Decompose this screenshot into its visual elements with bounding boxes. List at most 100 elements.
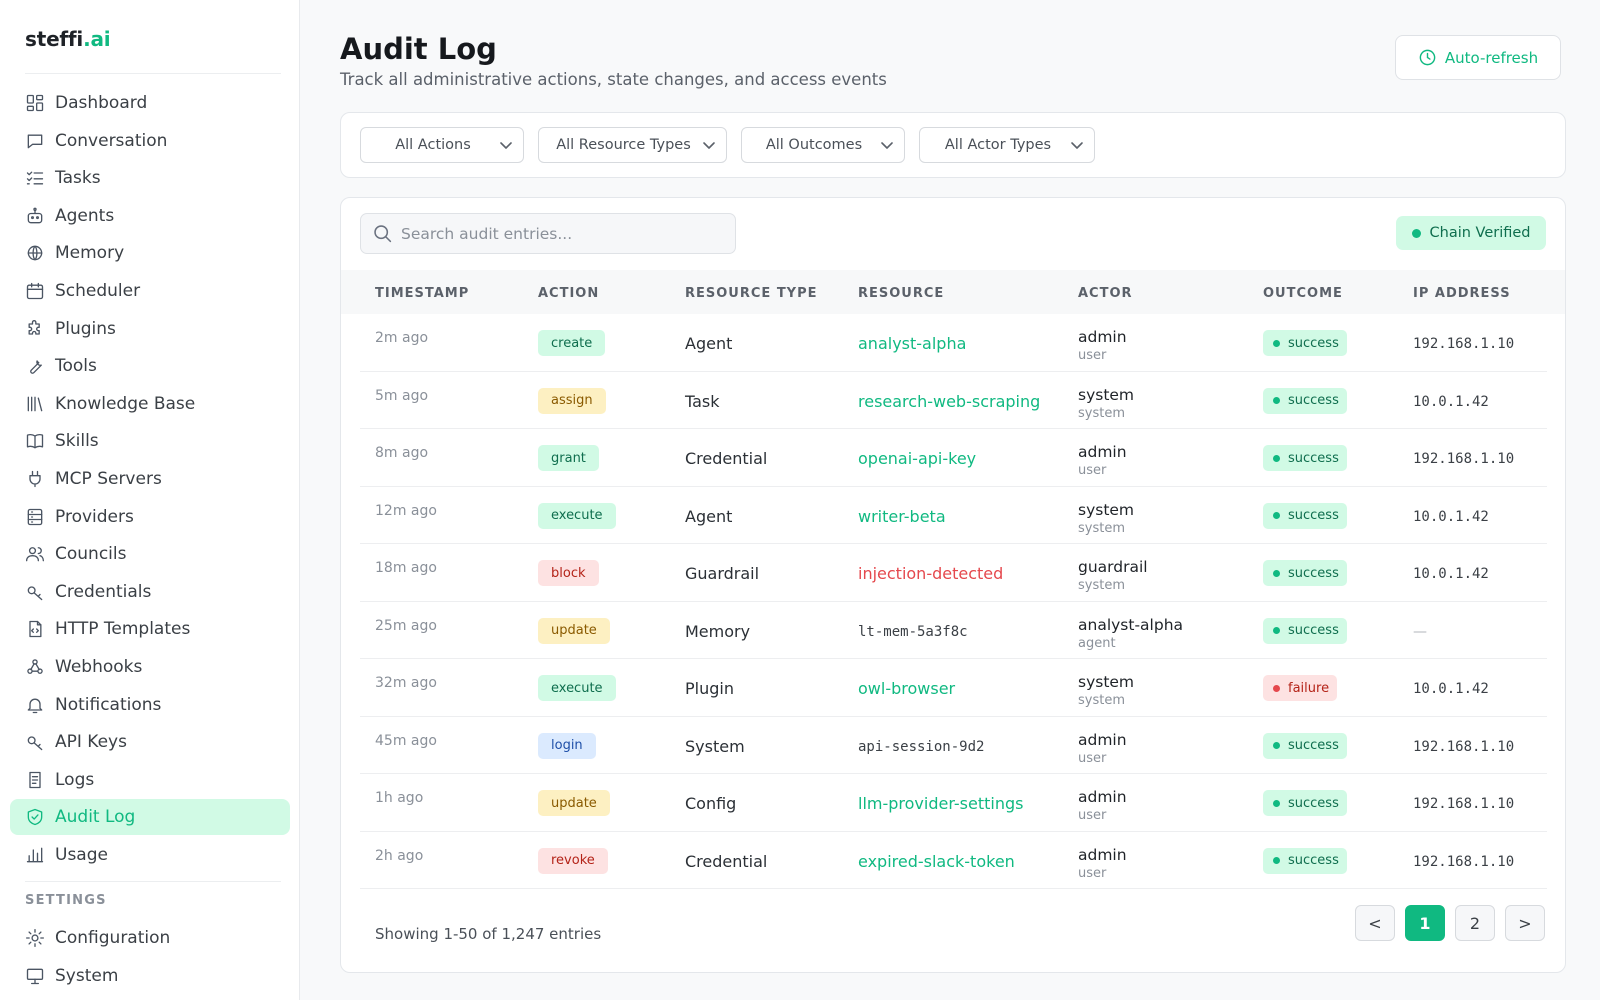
- sidebar-item-scheduler[interactable]: Scheduler: [10, 273, 290, 309]
- actor-cell: guardrail system: [1078, 558, 1148, 593]
- sidebar-item-agents[interactable]: Agents: [10, 198, 290, 234]
- resource-type-cell: Credential: [685, 851, 768, 871]
- brain-icon: [25, 243, 45, 263]
- sidebar-item-webhooks[interactable]: Webhooks: [10, 649, 290, 685]
- sidebar-item-plugins[interactable]: Plugins: [10, 311, 290, 347]
- sidebar-item-credentials[interactable]: Credentials: [10, 574, 290, 610]
- outcome-label: success: [1288, 508, 1339, 523]
- resource-type-cell: Credential: [685, 449, 768, 468]
- resource-link[interactable]: openai-api-key: [858, 449, 977, 468]
- outcome-filter-select[interactable]: All Outcomes: [741, 127, 905, 163]
- column-header-timestamp[interactable]: TIMESTAMP: [375, 286, 470, 301]
- outcome-filter-value: All Outcomes: [765, 137, 863, 153]
- sidebar-item-mcp-servers[interactable]: MCP Servers: [10, 461, 290, 497]
- prev-page-button[interactable]: <: [1355, 905, 1395, 941]
- search-input[interactable]: [401, 224, 721, 243]
- divider: [25, 73, 281, 74]
- sidebar-item-providers[interactable]: Providers: [10, 499, 290, 535]
- table-row[interactable]: 1h ago update Config llm-provider-settings a…: [360, 774, 1547, 832]
- shield-check-icon: [25, 807, 45, 827]
- resource-type-filter-select[interactable]: All Resource Types: [538, 127, 727, 163]
- actor-name: admin: [1078, 328, 1127, 346]
- sidebar-item-label: Plugins: [55, 318, 116, 339]
- bot-icon: [25, 206, 45, 226]
- timestamp-cell: 45m ago: [375, 732, 437, 749]
- auto-refresh-button[interactable]: Auto-refresh: [1395, 35, 1561, 80]
- table-row[interactable]: 45m ago login System api-session-9d2 admin us…: [360, 717, 1547, 774]
- sidebar-item-tools[interactable]: Tools: [10, 348, 290, 384]
- sidebar-item-logs[interactable]: Logs: [10, 762, 290, 798]
- sidebar-item-memory[interactable]: Memory: [10, 235, 290, 271]
- brand-logo[interactable]: steffi.ai: [25, 27, 111, 51]
- actor-type: user: [1078, 750, 1107, 766]
- page-button-2[interactable]: 2: [1455, 905, 1495, 941]
- table-row[interactable]: 2m ago create Agent analyst-alpha admin user s…: [360, 314, 1547, 372]
- resource-type-cell: Plugin: [685, 679, 734, 698]
- auto-refresh-label: Auto-refresh: [1444, 48, 1539, 67]
- resource-link[interactable]: owl-browser: [858, 679, 956, 698]
- wrench-icon: [25, 356, 45, 376]
- table-row[interactable]: 8m ago grant Credential openai-api-key admin…: [360, 429, 1547, 487]
- table-row[interactable]: 5m ago assign Task research-web-scraping sys…: [360, 372, 1547, 429]
- table-row[interactable]: 18m ago block Guardrail injection-detected g…: [360, 544, 1547, 602]
- sidebar-item-notifications[interactable]: Notifications: [10, 687, 290, 723]
- sidebar-item-label: Conversation: [55, 130, 168, 151]
- sidebar-item-audit-log[interactable]: Audit Log: [10, 799, 290, 836]
- resource-link[interactable]: writer-beta: [858, 506, 946, 526]
- status-dot: [1411, 228, 1421, 238]
- actor-type-filter-select[interactable]: All Actor Types: [919, 127, 1095, 163]
- status-dot: [1273, 569, 1280, 577]
- column-header-action[interactable]: ACTION: [538, 286, 600, 301]
- sidebar-item-label: Webhooks: [55, 656, 143, 677]
- sidebar-item-usage[interactable]: Usage: [10, 837, 290, 873]
- outcome-badge: success: [1263, 560, 1347, 586]
- sidebar-item-system[interactable]: System: [10, 958, 290, 994]
- outcome-label: success: [1288, 623, 1339, 638]
- action-badge: revoke: [538, 847, 608, 874]
- outcome-badge: success: [1263, 847, 1347, 874]
- next-page-button[interactable]: >: [1505, 905, 1545, 941]
- outcome-label: success: [1288, 738, 1339, 753]
- resource-link[interactable]: injection-detected: [858, 564, 1004, 583]
- resource-link[interactable]: analyst-alpha: [858, 334, 967, 353]
- outcome-label: success: [1288, 450, 1339, 466]
- resource-link[interactable]: expired-slack-token: [858, 851, 1015, 871]
- action-filter-select[interactable]: All Actions: [360, 127, 524, 163]
- table-row[interactable]: 2h ago revoke Credential expired-slack-toke…: [360, 832, 1547, 889]
- page-button-1[interactable]: 1: [1405, 905, 1445, 941]
- column-header-resource-type[interactable]: RESOURCE TYPE: [685, 286, 818, 301]
- plug-icon: [25, 469, 45, 489]
- sidebar-item-http-templates[interactable]: HTTP Templates: [10, 611, 290, 647]
- puzzle-icon: [25, 319, 45, 339]
- actor-name: system: [1078, 673, 1135, 691]
- column-header-ip-address[interactable]: IP ADDRESS: [1413, 286, 1511, 301]
- sidebar-item-label: Dashboard: [55, 93, 148, 113]
- sidebar-item-api-keys[interactable]: API Keys: [10, 724, 290, 760]
- sidebar-item-label: Memory: [55, 243, 125, 264]
- timestamp-cell: 12m ago: [375, 502, 437, 519]
- table-row[interactable]: 25m ago update Memory lt-mem-5a3f8c analyst-…: [360, 602, 1547, 659]
- chevron-down-icon: [702, 138, 716, 152]
- sidebar-item-tasks[interactable]: Tasks: [10, 160, 290, 196]
- sidebar-item-conversation[interactable]: Conversation: [10, 123, 290, 159]
- search-box[interactable]: [360, 213, 736, 254]
- actor-type: user: [1078, 808, 1107, 823]
- outcome-badge: success: [1263, 330, 1347, 356]
- sidebar-item-councils[interactable]: Councils: [10, 536, 290, 572]
- chain-verified-label: Chain Verified: [1429, 225, 1531, 241]
- monitor-icon: [25, 966, 45, 986]
- resource-link[interactable]: llm-provider-settings: [858, 794, 1024, 813]
- file-code-icon: [25, 619, 45, 639]
- sidebar-item-label: Usage: [55, 844, 108, 865]
- column-header-actor[interactable]: ACTOR: [1078, 286, 1133, 301]
- column-header-resource[interactable]: RESOURCE: [858, 286, 945, 301]
- column-header-outcome[interactable]: OUTCOME: [1263, 286, 1343, 301]
- sidebar-item-skills[interactable]: Skills: [10, 423, 290, 459]
- outcome-label: success: [1288, 853, 1339, 868]
- resource-link[interactable]: research-web-scraping: [858, 391, 1041, 411]
- sidebar-item-configuration[interactable]: Configuration: [10, 920, 290, 956]
- table-row[interactable]: 32m ago execute Plugin owl-browser system sys…: [360, 659, 1547, 717]
- sidebar-item-dashboard[interactable]: Dashboard: [10, 85, 290, 121]
- table-row[interactable]: 12m ago execute Agent writer-beta system syst…: [360, 487, 1547, 544]
- sidebar-item-knowledge-base[interactable]: Knowledge Base: [10, 386, 290, 422]
